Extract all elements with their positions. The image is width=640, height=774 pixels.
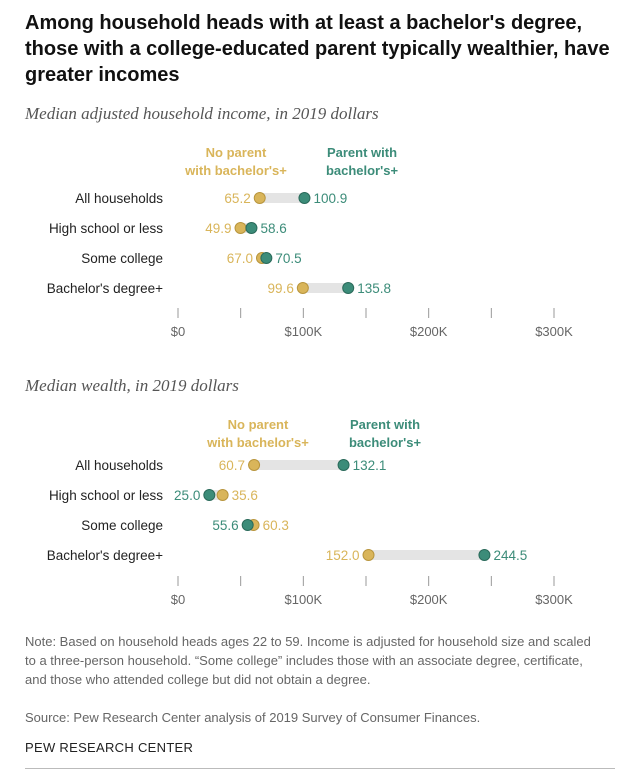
- axis-tick-label: $0: [171, 324, 185, 339]
- dot-parent: [260, 252, 273, 264]
- axis-tick-label: $200K: [410, 592, 448, 607]
- legend-parent: Parent with: [350, 417, 420, 432]
- category-label: Some college: [81, 251, 163, 266]
- value-label-parent: 25.0: [174, 488, 200, 503]
- range-bar: [368, 550, 485, 560]
- dot-parent: [342, 282, 355, 294]
- range-bar: [302, 283, 349, 293]
- category-label: Bachelor's degree+: [47, 548, 163, 563]
- value-label-no-parent: 65.2: [224, 191, 250, 206]
- value-label-parent: 135.8: [357, 281, 391, 296]
- range-bar: [254, 460, 344, 470]
- bottom-divider: [25, 768, 615, 769]
- legend-no-parent: with bachelor's+: [184, 163, 287, 178]
- range-bar: [259, 193, 305, 203]
- category-label: High school or less: [49, 488, 163, 503]
- dot-parent: [203, 489, 216, 501]
- value-label-no-parent: 152.0: [326, 548, 360, 563]
- value-label-parent: 244.5: [493, 548, 527, 563]
- dot-no-parent: [296, 282, 309, 294]
- dot-no-parent: [234, 222, 247, 234]
- value-label-no-parent: 60.7: [219, 458, 245, 473]
- range-bar: [209, 490, 223, 500]
- wealth-dot-chart: No parent with bachelor's+ Parent with bach…: [47, 417, 573, 607]
- category-label: Bachelor's degree+: [47, 281, 163, 296]
- axis-tick-label: $100K: [285, 592, 323, 607]
- legend-no-parent: with bachelor's+: [206, 435, 309, 450]
- value-label-parent: 100.9: [313, 191, 347, 206]
- value-label-no-parent: 35.6: [232, 488, 258, 503]
- legend-no-parent: No parent: [228, 417, 289, 432]
- axis-tick-label: $200K: [410, 324, 448, 339]
- axis-tick-label: $300K: [535, 592, 573, 607]
- dot-no-parent: [362, 549, 375, 561]
- axis-tick-label: $300K: [535, 324, 573, 339]
- category-label: All households: [75, 458, 163, 473]
- value-label-no-parent: 99.6: [268, 281, 294, 296]
- dot-no-parent: [253, 192, 266, 204]
- value-label-parent: 70.5: [275, 251, 301, 266]
- category-label: High school or less: [49, 221, 163, 236]
- dot-no-parent: [248, 459, 261, 471]
- axis-tick-label: $0: [171, 592, 185, 607]
- legend-parent: bachelor's+: [326, 163, 399, 178]
- value-label-parent: 58.6: [260, 221, 286, 236]
- income-dot-chart: No parent with bachelor's+ Parent with bach…: [47, 145, 573, 339]
- value-label-parent: 132.1: [353, 458, 387, 473]
- axis-tick-label: $100K: [285, 324, 323, 339]
- dot-parent: [241, 519, 254, 531]
- value-label-no-parent: 60.3: [263, 518, 289, 533]
- chart-title: Among household heads with at least a ba…: [25, 12, 610, 86]
- value-label-no-parent: 67.0: [227, 251, 253, 266]
- dot-no-parent: [216, 489, 229, 501]
- dot-parent: [298, 192, 311, 204]
- dot-parent: [478, 549, 491, 561]
- legend-parent: Parent with: [327, 145, 397, 160]
- legend-parent: bachelor's+: [349, 435, 422, 450]
- legend-no-parent: No parent: [206, 145, 267, 160]
- chart-note: Note: Based on household heads ages 22 t…: [25, 634, 591, 687]
- income-subtitle: Median adjusted household income, in 201…: [25, 104, 379, 123]
- brand-logo-text: PEW RESEARCH CENTER: [25, 740, 194, 755]
- dot-parent: [245, 222, 258, 234]
- value-label-parent: 55.6: [212, 518, 238, 533]
- chart-source: Source: Pew Research Center analysis of …: [25, 710, 481, 725]
- category-label: All households: [75, 191, 163, 206]
- value-label-no-parent: 49.9: [205, 221, 231, 236]
- wealth-subtitle: Median wealth, in 2019 dollars: [25, 376, 239, 395]
- dot-parent: [337, 459, 350, 471]
- category-label: Some college: [81, 518, 163, 533]
